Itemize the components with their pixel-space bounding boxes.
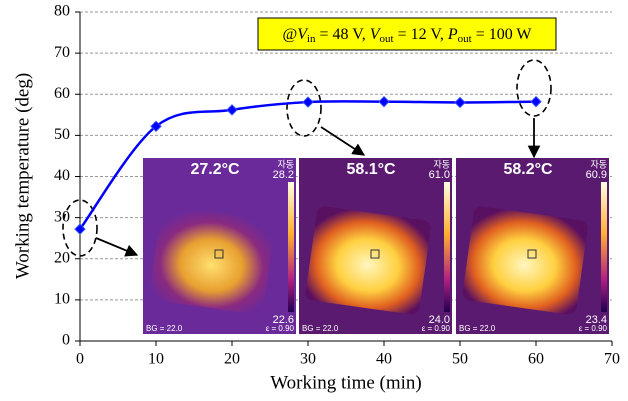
x-tick-label: 40 <box>376 351 392 368</box>
annotation-part: out <box>458 33 472 45</box>
data-point <box>302 96 314 108</box>
thermal-colorbar <box>288 182 294 312</box>
thermal-temp: 58.2°C <box>503 161 553 178</box>
highlight-ellipses <box>62 59 552 257</box>
data-point <box>454 96 466 109</box>
x-tick-label: 0 <box>76 351 84 368</box>
thermal-board <box>149 206 275 315</box>
y-tick-label: 50 <box>54 126 70 143</box>
annotation-box <box>257 17 557 51</box>
data-point <box>74 223 86 235</box>
data-point <box>150 120 162 133</box>
thermal-bg: BG = 22.0 <box>146 324 183 333</box>
thermal-colorbar <box>444 182 450 312</box>
x-tick-label: 20 <box>224 351 240 368</box>
x-tick-label: 50 <box>452 351 468 368</box>
thermal-bg: BG = 22.0 <box>302 324 339 333</box>
thermal-max: 60.9 <box>586 169 607 181</box>
thermal-min: 24.0 <box>429 314 450 326</box>
thermal-mode: 자동 <box>277 159 294 169</box>
annotation-part: V <box>370 26 382 43</box>
arrows <box>95 118 541 257</box>
crosshair <box>214 249 224 259</box>
y-tick-label: 60 <box>54 85 70 102</box>
thermal-min: 23.4 <box>586 314 607 326</box>
annotation-part: P <box>447 26 458 43</box>
thermal-colorbar <box>601 182 607 312</box>
annotation-part: V <box>297 26 309 43</box>
y-tick-label: 40 <box>54 167 70 184</box>
x-tick-label: 70 <box>604 351 620 368</box>
thermal-mode: 자동 <box>590 159 607 169</box>
y-tick-label: 20 <box>54 249 70 266</box>
annotation-part: = 12 V <box>394 26 443 43</box>
y-tick-label: 70 <box>54 44 70 61</box>
thermal-board <box>462 206 588 315</box>
thermal-max: 61.0 <box>429 169 450 181</box>
data-point <box>530 95 542 108</box>
x-tick-label: 60 <box>528 351 544 368</box>
crosshair <box>527 249 537 259</box>
thermal-mode: 자동 <box>433 159 450 169</box>
annotation-part: in <box>307 33 316 45</box>
data-point <box>378 95 390 108</box>
y-axis-title: Working temperature (deg) <box>12 73 33 279</box>
thermal-emissivity: ε = 0.90 <box>579 324 608 333</box>
annotation-part: , <box>440 26 448 43</box>
annotation-part: out <box>380 33 394 45</box>
y-tick-label: 10 <box>54 291 70 308</box>
x-tick-label: 30 <box>300 351 316 368</box>
thermal-min: 22.6 <box>273 314 294 326</box>
thermal-max: 28.2 <box>273 169 294 181</box>
y-tick-label: 30 <box>54 208 70 225</box>
data-point <box>226 104 238 116</box>
thermal-temp: 58.1°C <box>346 161 396 178</box>
thermal-temp: 27.2°C <box>190 161 240 178</box>
annotation-part: = 48 V <box>316 26 365 43</box>
annotation-part: @ <box>282 26 297 43</box>
y-tick-label: 80 <box>54 3 70 20</box>
x-axis-title: Working time (min) <box>270 372 422 393</box>
x-tick-label: 10 <box>148 351 164 368</box>
thermal-emissivity: ε = 0.90 <box>422 324 451 333</box>
annotation-part: = 100 W <box>472 26 533 43</box>
annotation: @Vin = 48 V, Vout = 12 V, Pout = 100 W <box>282 26 532 45</box>
crosshair <box>370 249 380 259</box>
annotation-part: , <box>362 26 370 43</box>
thermal-bg: BG = 22.0 <box>459 324 496 333</box>
y-tick-label: 0 <box>62 332 70 349</box>
thermal-board <box>305 206 431 315</box>
thermal-emissivity: ε = 0.90 <box>266 324 295 333</box>
